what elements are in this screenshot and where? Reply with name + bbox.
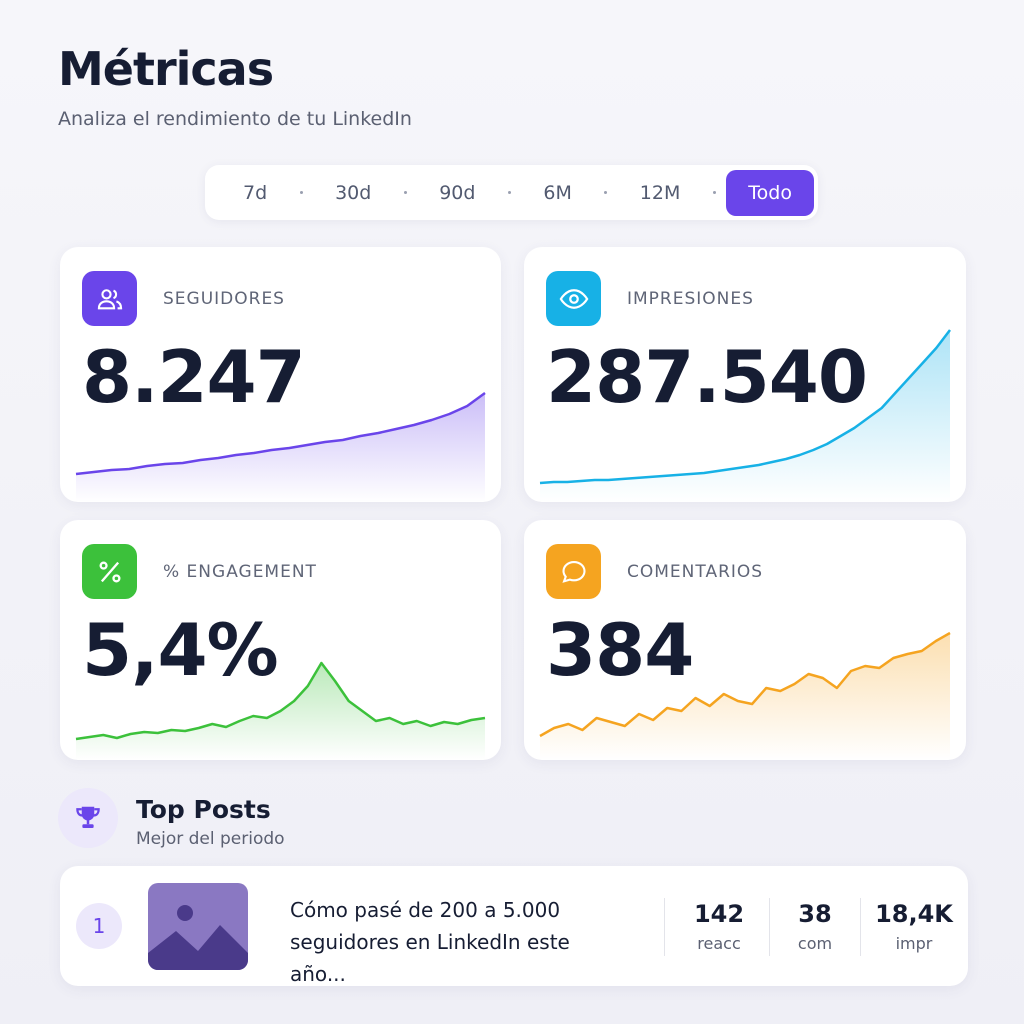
comments-icon bbox=[546, 544, 601, 599]
section-title: Top Posts bbox=[136, 795, 271, 824]
metric-value: 287.540 bbox=[546, 335, 868, 419]
stat-value: 18,4K bbox=[875, 900, 953, 928]
page-title: Métricas bbox=[58, 42, 274, 96]
post-stat: 38 com bbox=[780, 900, 850, 953]
period-button[interactable]: 6M bbox=[543, 181, 572, 204]
metric-label: SEGUIDORES bbox=[163, 289, 285, 309]
sparkline bbox=[75, 391, 486, 502]
separator-dot bbox=[403, 191, 407, 194]
period-button[interactable]: Todo bbox=[726, 169, 814, 216]
divider bbox=[860, 898, 861, 956]
engagement-icon bbox=[82, 544, 137, 599]
post-stat: 18,4K impr bbox=[872, 900, 956, 953]
metric-card: SEGUIDORES 8.247 bbox=[60, 247, 501, 502]
separator-dot bbox=[507, 191, 511, 194]
sparkline-line bbox=[539, 631, 951, 738]
section-subtitle: Mejor del periodo bbox=[136, 829, 285, 849]
metric-value: 8.247 bbox=[82, 335, 306, 419]
trophy-icon bbox=[58, 788, 118, 848]
post-thumbnail bbox=[148, 883, 248, 970]
sparkline bbox=[75, 661, 486, 760]
impressions-icon bbox=[546, 271, 601, 326]
period-button[interactable]: 7d bbox=[243, 181, 268, 204]
divider bbox=[664, 898, 665, 956]
period-selector: 7d 30d 90d 6M 12M Todo bbox=[205, 165, 818, 220]
stat-value: 38 bbox=[798, 900, 832, 928]
metric-card: % ENGAGEMENT 5,4% bbox=[60, 520, 501, 760]
separator-dot bbox=[712, 191, 716, 194]
sparkline bbox=[539, 631, 951, 760]
period-button[interactable]: 12M bbox=[639, 181, 681, 204]
metric-card: IMPRESIONES 287.540 bbox=[524, 247, 966, 502]
post-stat: 142 reacc bbox=[679, 900, 759, 953]
separator-dot bbox=[299, 191, 303, 194]
period-button[interactable]: 90d bbox=[439, 181, 476, 204]
post-rank: 1 bbox=[76, 903, 122, 949]
period-button[interactable]: 30d bbox=[335, 181, 372, 204]
sparkline-area bbox=[540, 330, 950, 502]
metric-label: % ENGAGEMENT bbox=[163, 562, 317, 582]
stat-label: impr bbox=[895, 934, 933, 953]
stat-value: 142 bbox=[693, 900, 745, 928]
followers-icon bbox=[82, 271, 137, 326]
sparkline-line bbox=[75, 391, 486, 476]
metric-card: COMENTARIOS 384 bbox=[524, 520, 966, 760]
sparkline-line bbox=[539, 329, 951, 485]
stat-label: reacc bbox=[697, 934, 741, 953]
sparkline-area bbox=[540, 633, 950, 760]
sparkline-area bbox=[76, 393, 485, 502]
metric-value: 384 bbox=[546, 608, 694, 692]
separator-dot bbox=[604, 191, 608, 194]
divider bbox=[769, 898, 770, 956]
post-title: Cómo pasé de 200 a 5.000 seguidores en L… bbox=[290, 898, 570, 986]
post-row[interactable]: 1 Cómo pasé de 200 a 5.000 seguidores en… bbox=[60, 866, 968, 986]
metric-label: COMENTARIOS bbox=[627, 562, 764, 582]
stat-label: com bbox=[797, 934, 833, 953]
sparkline-line bbox=[75, 661, 486, 741]
sparkline bbox=[539, 329, 951, 502]
metric-label: IMPRESIONES bbox=[627, 289, 754, 309]
metric-value: 5,4% bbox=[82, 608, 279, 692]
page-subtitle: Analiza el rendimiento de tu LinkedIn bbox=[58, 108, 412, 130]
